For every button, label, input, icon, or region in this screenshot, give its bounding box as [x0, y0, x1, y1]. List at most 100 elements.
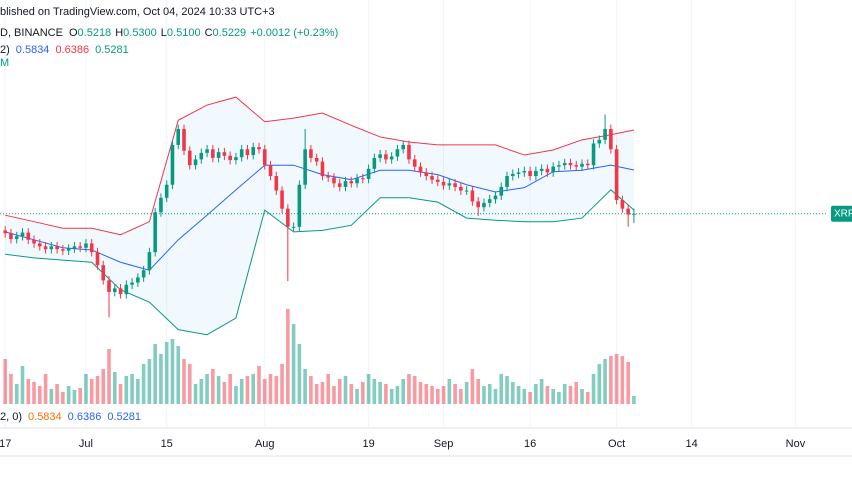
candle-body: [407, 144, 411, 160]
volume-bar: [268, 374, 273, 404]
volume-bar: [609, 356, 613, 404]
legend-text: 0.5218: [78, 27, 112, 39]
volume-bar: [603, 359, 607, 404]
candle-body: [66, 248, 71, 251]
candle-body: [245, 149, 250, 156]
volume-bar: [228, 374, 232, 404]
candle-body: [401, 144, 405, 150]
volume-bar: [43, 374, 48, 404]
candle-body: [516, 172, 521, 174]
volume-bar: [389, 389, 394, 404]
candle-body: [430, 176, 434, 180]
volume-bar: [257, 366, 261, 404]
candle-body: [505, 176, 509, 187]
price-tag-bg: [831, 205, 852, 222]
candle-body: [124, 284, 129, 295]
volume-bar: [482, 386, 486, 404]
candle-body: [257, 147, 261, 150]
candle-body: [620, 199, 625, 209]
candle-body: [43, 246, 48, 250]
volume-bar: [343, 376, 348, 404]
legend-text: 0.5300: [123, 27, 157, 39]
candle-body: [84, 243, 88, 248]
volume-bar: [314, 384, 319, 404]
x-tick-label: 16: [524, 438, 536, 450]
volume-bar: [193, 384, 198, 404]
ohlc-legend: D, BINANCE O0.5218 H0.5300 L0.5100 C0.5229 +0…: [0, 27, 338, 39]
legend-text: 0.5229: [213, 27, 247, 39]
candle-body: [384, 154, 388, 160]
volume-bar: [280, 364, 284, 404]
candle-body: [101, 265, 106, 281]
legend-text: 0.5281: [95, 44, 129, 56]
x-tick-label: 14: [685, 438, 697, 450]
candle-body: [476, 201, 480, 208]
candle-body: [366, 168, 371, 179]
legend-text: 2, 0): [0, 411, 22, 423]
volume-bar: [510, 382, 515, 404]
volume-bar: [545, 386, 550, 404]
candle-body: [349, 181, 354, 184]
legend-text: 0.5834: [16, 44, 50, 56]
volume-bar: [107, 349, 111, 404]
candle-body: [89, 243, 94, 253]
bollinger-bands: [5, 96, 635, 336]
candle-body: [361, 178, 365, 180]
candle-body: [609, 128, 613, 150]
volume-bar: [412, 376, 417, 404]
volume-bar: [614, 354, 619, 404]
candle-body: [216, 152, 221, 158]
volume-bar: [72, 390, 77, 404]
legend-text: O: [69, 27, 78, 39]
x-tick-label: Sep: [434, 438, 454, 450]
candle-body: [95, 252, 100, 266]
candle-body: [164, 184, 169, 198]
volume-bar: [112, 372, 117, 404]
candle-body: [268, 165, 273, 177]
x-tick-label: Jul: [79, 438, 93, 450]
candle-body: [378, 154, 382, 158]
candle-body: [9, 233, 13, 240]
volume-bar: [95, 376, 100, 404]
candle-body: [147, 252, 152, 271]
band-upper: [5, 96, 635, 236]
volume-bar: [597, 364, 602, 404]
volume-bar: [366, 374, 371, 404]
volume-bar: [395, 386, 400, 404]
candle-body: [107, 280, 111, 292]
volume-bar: [78, 388, 82, 404]
volume-bar: [245, 376, 250, 404]
candle-body: [447, 183, 452, 186]
candle-body: [355, 178, 359, 184]
indicator-legend: 2) 0.5834 0.6386 0.5281: [0, 44, 129, 56]
candle-body: [239, 149, 244, 158]
volume-bar: [205, 374, 209, 404]
volume-bar: [528, 392, 532, 404]
candle-body: [61, 249, 65, 251]
volume-bar: [211, 369, 215, 404]
candle-body: [562, 163, 567, 166]
candle-body: [72, 246, 77, 249]
candle-body: [199, 152, 204, 160]
volume-bar: [459, 389, 463, 404]
volume-bar: [32, 382, 36, 404]
volume-bar: [38, 386, 42, 404]
volume-bar: [441, 386, 446, 404]
volume-bar: [447, 379, 452, 404]
volume-bar: [262, 379, 267, 404]
volume-bar: [274, 376, 279, 404]
volume-bar: [9, 374, 13, 404]
candle-body: [20, 232, 25, 237]
volume-bar: [418, 382, 423, 404]
candle-body: [159, 197, 163, 213]
header: blished on TradingView.com, Oct 04, 2024…: [0, 6, 275, 18]
band-fill: [5, 97, 634, 335]
candle-body: [545, 168, 550, 173]
candle-body: [412, 159, 417, 167]
volume-bar: [372, 379, 377, 404]
candle-body: [464, 190, 469, 192]
candle-body: [222, 152, 227, 156]
volume-bar: [124, 376, 129, 404]
legend-text: H: [115, 27, 123, 39]
x-tick-label: 17: [0, 438, 11, 450]
